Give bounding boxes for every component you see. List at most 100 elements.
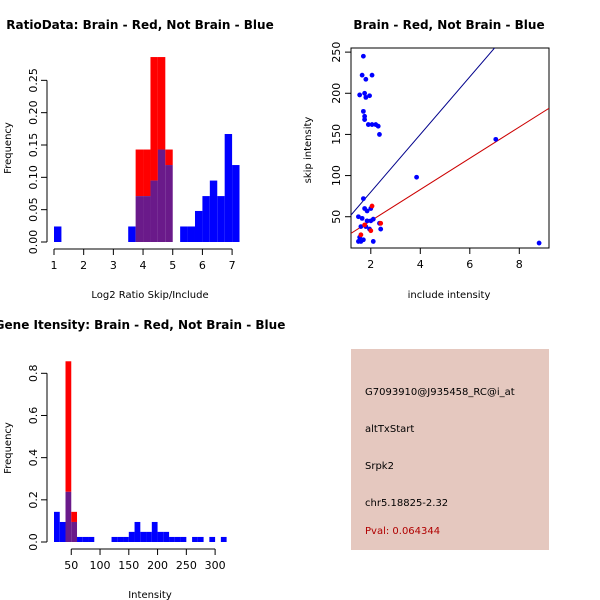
ratio-y-tick-label-1: 0.05 [27,197,40,222]
gene-bar-overlap-3 [71,521,78,542]
ratio-x-tick-label-0: 1 [51,259,58,272]
gene-bar-not-brain-11 [134,521,141,542]
scatter-point-not-brain-7 [367,93,372,99]
gene-x-tick-label-0: 50 [64,559,78,572]
ratio-y-tick-label-2: 0.10 [27,165,40,190]
scatter-y-tick-label-1: 100 [330,165,343,186]
gene-bar-not-brain-10 [128,531,135,542]
gene-symbol: Srpk2 [365,461,394,472]
scatter-point-not-brain-10 [362,117,368,123]
scatter-point-not-brain-35 [414,174,419,180]
gene-y-tick-label-0: 0.0 [27,533,40,551]
scatter-point-brain-2 [368,228,374,234]
scatter-y-tick-label-2: 150 [330,124,343,145]
scatter-point-not-brain-5 [362,90,368,96]
event-type: altTxStart [365,424,415,435]
gene-y-tick-label-4: 0.8 [27,365,40,383]
gene-bar-brain-3 [71,511,78,522]
gene-x-tick-label-5: 300 [205,559,226,572]
ratio-bar-not-brain-10 [202,196,210,242]
ratio-bar-not-brain-11 [209,180,218,242]
gene-bar-not-brain-13 [146,531,152,542]
scatter-point-not-brain-29 [378,226,384,232]
gene-bars [54,361,227,542]
gene-y-tick-label-1: 0.2 [27,491,40,509]
gene-bar-overlap-2 [65,491,72,542]
scatter-point-not-brain-22 [364,218,370,224]
gene-bar-not-brain-16 [163,531,170,542]
ratio-bar-not-brain-13 [224,134,233,242]
scatter-fit-line-brain [351,107,549,234]
ratio-histogram-panel: RatioData: Brain - Red, Not Brain - Blue… [3,18,274,301]
ratio-bar-overlap-3 [143,196,151,242]
ratio-bar-not-brain-0 [54,226,62,242]
ratio-bars [54,57,240,242]
scatter-point-not-brain-3 [363,76,369,82]
scatter-y-tick-label-3: 200 [330,83,343,104]
ratio-x-axis: 1 2 3 4 5 6 7 [51,248,236,272]
scatter-x-axis: 2 4 6 8 [367,248,523,271]
ratio-bar-brain-3 [143,149,151,197]
gene-y-tick-label-2: 0.4 [27,449,40,467]
genomic-location: chr5.18825-2.32 [365,498,449,509]
gene-bar-not-brain-18 [174,536,181,542]
ratio-bar-not-brain-9 [194,210,203,242]
ratio-x-tick-label-3: 4 [140,259,147,272]
ratio-y-tick-label-0: 0.00 [27,230,40,255]
gene-histogram-panel: Gene Itensity: Brain - Red, Not Brain - … [0,318,285,600]
scatter-ylabel: skip intensity [303,117,314,184]
ratio-ylabel: Frequency [3,122,14,174]
ratio-bar-not-brain-12 [217,196,225,242]
scatter-point-not-brain-37 [536,240,542,246]
scatter-panel: Brain - Red, Not Brain - Blue 2 4 6 8 50 100… [303,18,550,301]
ratio-title: RatioData: Brain - Red, Not Brain - Blue [6,18,273,32]
scatter-point-not-brain-20 [356,214,361,220]
ratio-x-tick-label-4: 5 [169,259,176,272]
gene-bar-not-brain-7 [111,536,118,542]
gene-title: Gene Itensity: Brain - Red, Not Brain - … [0,318,285,332]
ratio-bar-overlap-2 [135,196,144,242]
ratio-x-tick-label-2: 3 [110,259,117,272]
ratio-bar-not-brain-1 [128,226,136,242]
gene-x-tick-label-4: 250 [176,559,197,572]
scatter-point-not-brain-33 [356,239,361,244]
scatter-point-not-brain-9 [362,113,368,119]
scatter-fit-lines [351,48,549,234]
scatter-y-axis: 50 100 150 200 250 [330,42,351,224]
scatter-y-tick-label-0: 50 [330,210,343,224]
ratio-bar-overlap-4 [150,180,158,242]
ratio-y-tick-label-3: 0.15 [27,133,40,158]
gene-bar-not-brain-14 [151,521,158,542]
scatter-point-not-brain-4 [357,92,363,98]
gene-x-tick-label-2: 150 [118,559,139,572]
gene-bar-not-brain-23 [220,536,227,542]
ratio-x-tick-label-1: 2 [80,259,87,272]
scatter-point-brain-3 [378,220,384,226]
gene-x-axis: 50 100 150 200 250 300 [64,548,226,572]
gene-bar-not-brain-6 [88,536,95,542]
gene-bar-not-brain-15 [157,531,164,542]
gene-xlabel: Intensity [128,590,172,600]
gene-ylabel: Frequency [3,422,14,474]
scatter-points [356,53,542,246]
gene-bar-not-brain-5 [82,536,89,542]
scatter-point-not-brain-1 [359,72,365,78]
ratio-bar-overlap-6 [165,165,173,242]
ratio-x-tick-label-6: 7 [229,259,236,272]
scatter-x-tick-label-2: 6 [466,258,473,271]
ratio-bar-brain-2 [135,149,144,197]
scatter-point-not-brain-11 [365,122,371,127]
gene-bar-not-brain-19 [180,536,187,542]
probe-info-box: G7093910@J935458_RC@i_at altTxStart Srpk… [351,349,549,550]
ratio-bar-overlap-5 [157,149,166,242]
scatter-x-tick-label-3: 8 [516,258,523,271]
scatter-x-tick-label-1: 4 [417,258,424,271]
scatter-point-not-brain-21 [359,215,365,221]
scatter-xlabel: include intensity [408,290,491,301]
scatter-plot-box [350,47,550,249]
scatter-point-not-brain-0 [360,53,366,59]
scatter-point-not-brain-12 [369,122,375,127]
scatter-point-not-brain-34 [370,239,376,244]
p-value: Pval: 0.064344 [365,526,441,537]
scatter-x-tick-label-0: 2 [367,258,374,271]
